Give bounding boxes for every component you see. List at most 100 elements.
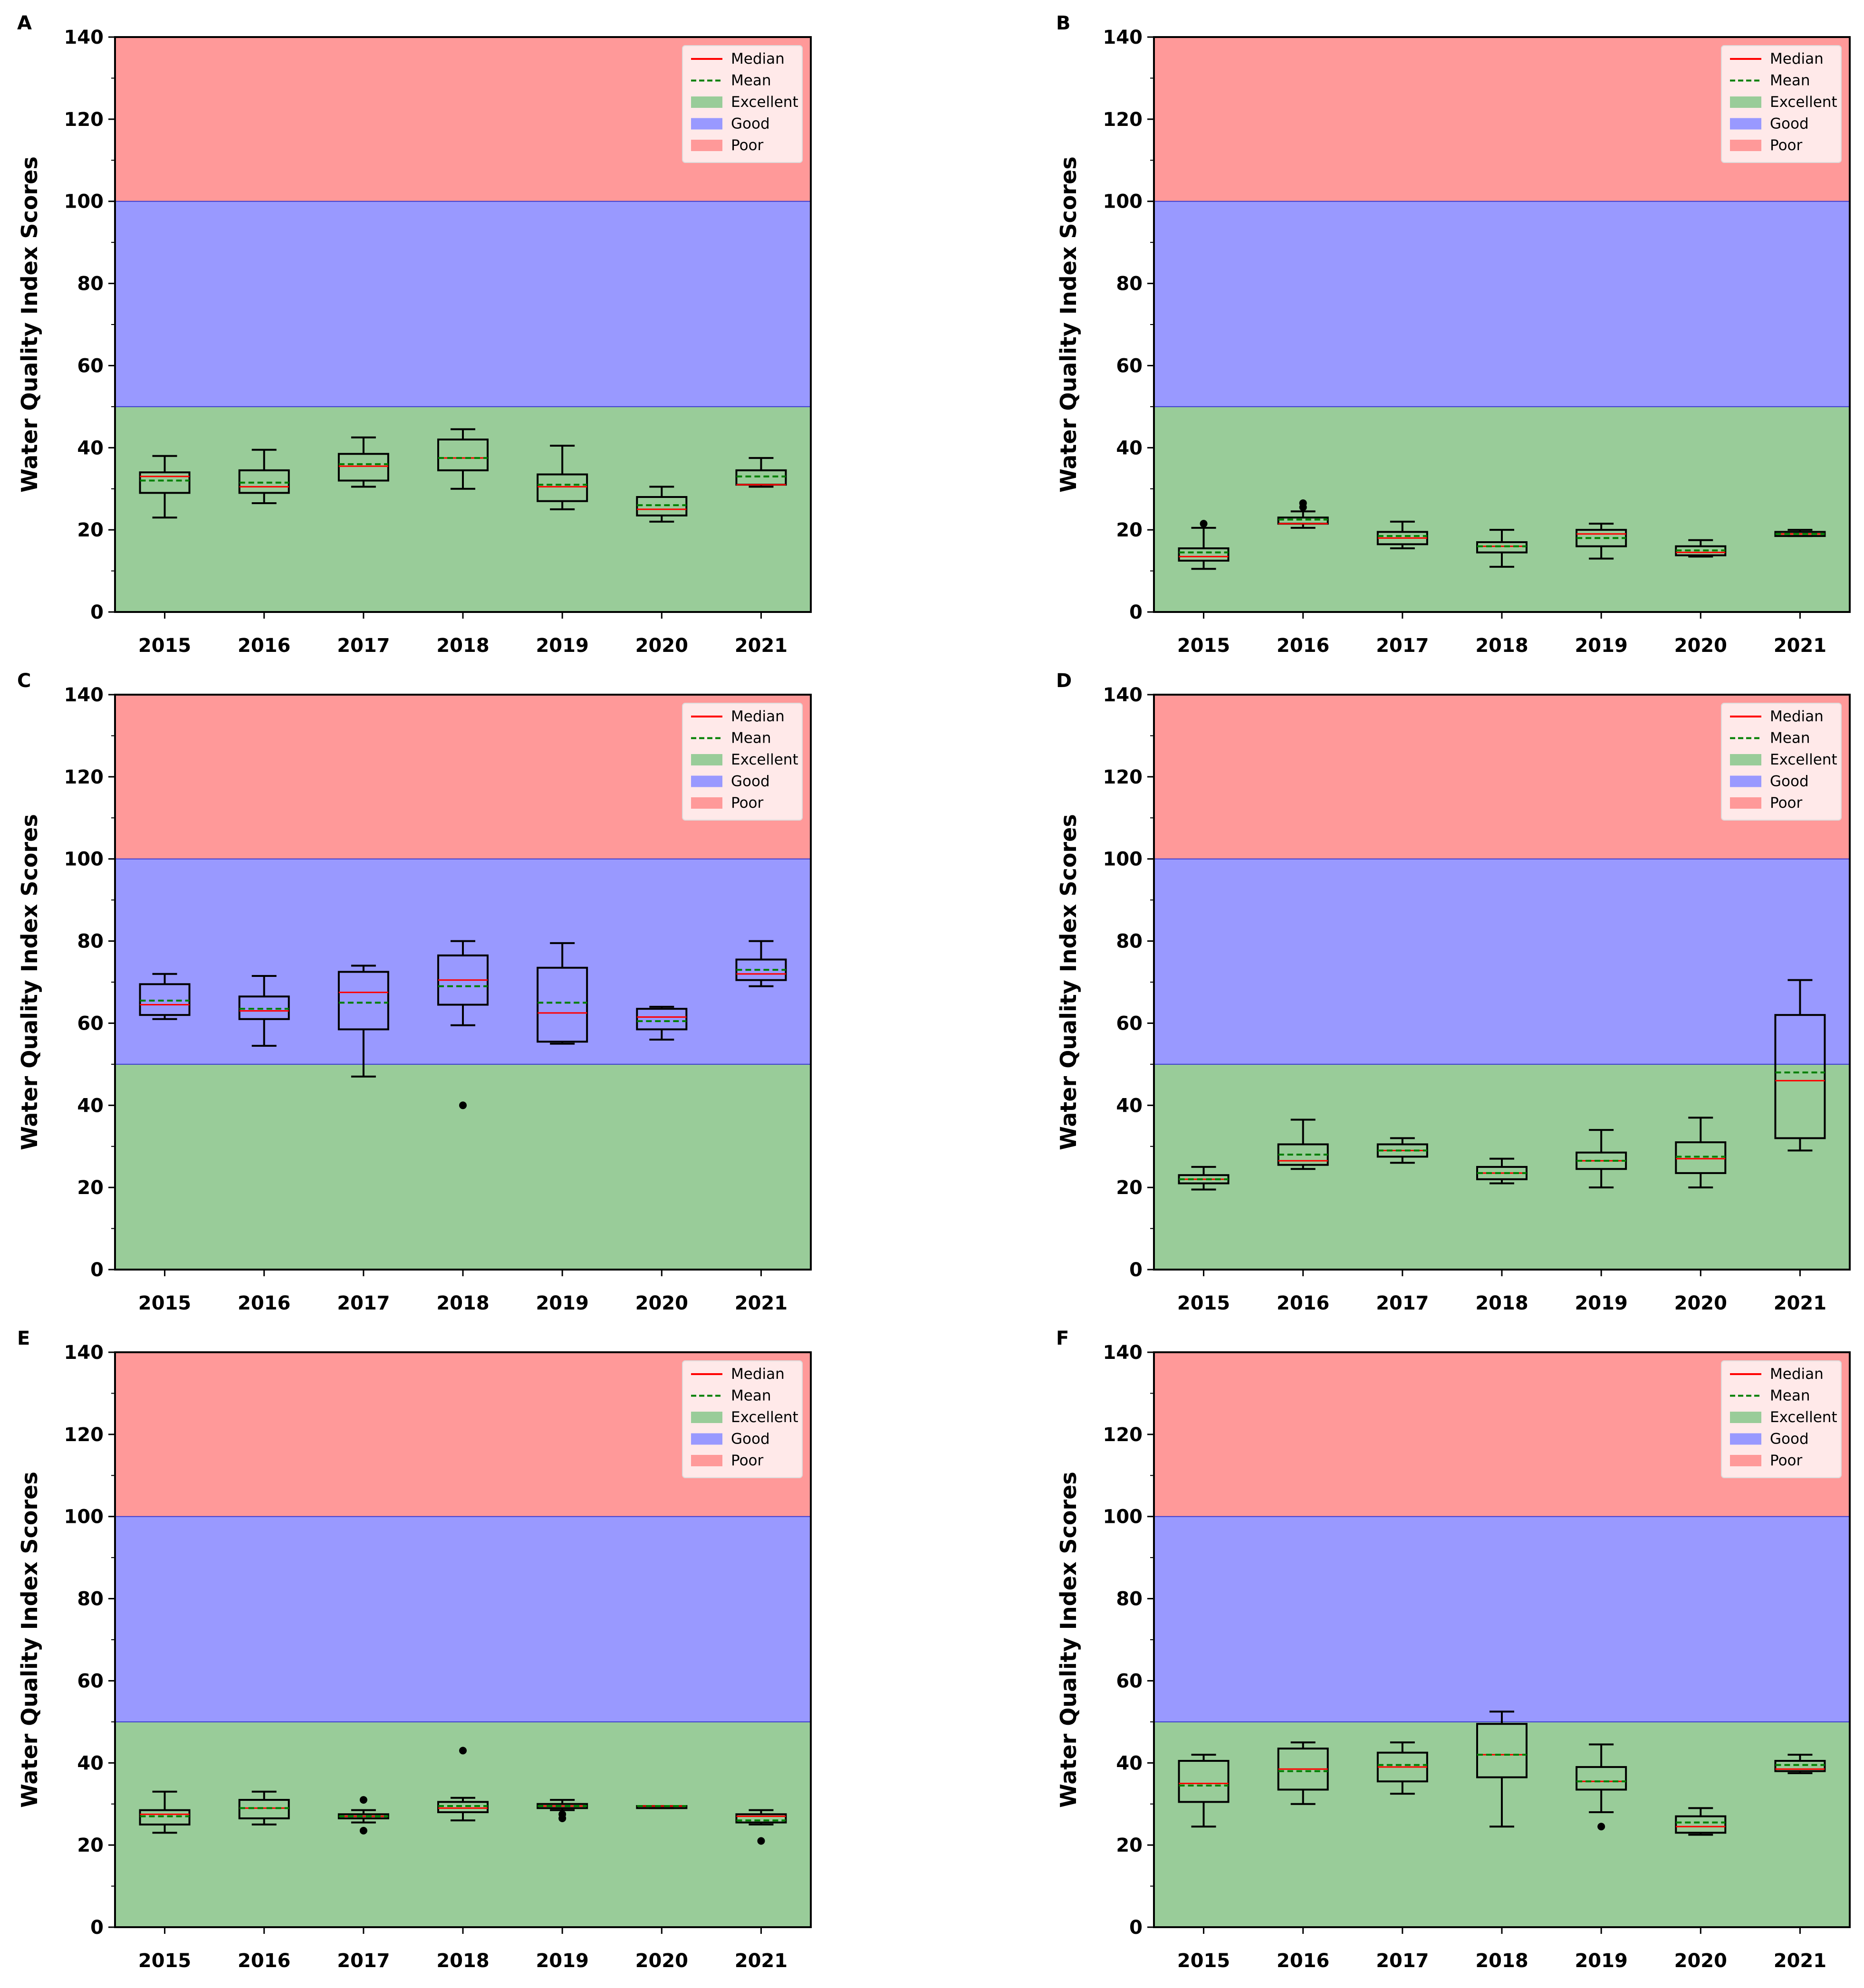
legend-label: Mean <box>1770 730 1810 747</box>
legend: Median Mean Excellent Good Poor <box>1721 45 1842 163</box>
legend-label: Median <box>1770 1366 1824 1383</box>
y-tick-label: 20 <box>77 1177 104 1199</box>
box-iqr <box>1178 547 1230 562</box>
box-2021 <box>1774 529 1826 537</box>
x-tick-label: 2016 <box>238 635 290 657</box>
box-2017 <box>337 1796 389 1835</box>
flier-point <box>359 1826 367 1835</box>
legend-label: Poor <box>731 1452 764 1469</box>
x-tick-label: 2019 <box>536 1950 588 1972</box>
y-tick-label: 100 <box>1103 849 1143 870</box>
legend-good-swatch <box>1730 1433 1761 1445</box>
y-tick-label: 20 <box>77 519 104 541</box>
box-2015 <box>1178 1166 1230 1191</box>
box-iqr <box>337 453 389 482</box>
box-2019 <box>1576 1743 1627 1831</box>
y-tick-label: 40 <box>77 1095 104 1117</box>
y-tick-label: 140 <box>1103 27 1143 48</box>
panel-a: 0 20 40 60 80 100 120 140 2015 2016 2017 2018 2019 20… <box>17 12 812 657</box>
y-tick-label: 60 <box>1116 1670 1143 1692</box>
box-iqr <box>238 1799 290 1819</box>
x-tick-label: 2015 <box>138 1950 191 1972</box>
legend-label: Excellent <box>731 94 798 111</box>
x-tick-label: 2017 <box>1376 635 1429 657</box>
box-2017 <box>1376 520 1428 550</box>
panel-d: 0 20 40 60 80 100 120 140 2015 2016 2017 2018 2019 20… <box>1056 670 1851 1314</box>
box-iqr <box>337 971 389 1031</box>
x-tick-label: 2019 <box>536 1292 588 1314</box>
legend-label: Poor <box>1770 1452 1803 1469</box>
box-2021 <box>1774 979 1826 1152</box>
panel-letter: D <box>1056 670 1072 692</box>
legend-label: Good <box>731 773 770 790</box>
legend-label: Good <box>1770 115 1809 133</box>
x-tick-label: 2017 <box>337 635 390 657</box>
band-excellent <box>115 1064 811 1270</box>
legend-label: Mean <box>731 72 771 89</box>
legend-label: Good <box>1770 773 1809 790</box>
box-iqr <box>238 995 290 1020</box>
box-2016 <box>1277 1118 1329 1170</box>
box-iqr <box>1476 541 1528 554</box>
legend-label: Median <box>731 50 785 67</box>
x-tick-label: 2020 <box>1674 1950 1727 1972</box>
legend-excellent-swatch <box>1730 96 1761 108</box>
y-tick-label: 20 <box>77 1835 104 1856</box>
box-2019 <box>537 444 588 510</box>
y-tick-label: 20 <box>1116 519 1143 541</box>
y-tick-label: 80 <box>77 1588 104 1610</box>
y-tick-label: 120 <box>64 1424 104 1446</box>
box-2016 <box>238 1790 290 1826</box>
legend-good-swatch <box>691 118 722 130</box>
y-tick-label: 0 <box>1129 1259 1143 1281</box>
box-2020 <box>636 486 688 523</box>
legend-label: Poor <box>1770 794 1803 812</box>
y-tick-label: 40 <box>77 1752 104 1774</box>
box-2020 <box>1675 1807 1727 1836</box>
box-iqr <box>1576 1766 1627 1791</box>
legend-excellent-swatch <box>1730 1412 1761 1423</box>
y-axis-label: Water Quality Index Scores <box>1056 814 1081 1150</box>
box-2016 <box>1277 1741 1329 1805</box>
box-2017 <box>1376 1741 1428 1795</box>
y-axis-label: Water Quality Index Scores <box>17 814 42 1150</box>
y-tick-label: 40 <box>1116 437 1143 459</box>
legend-label: Mean <box>731 730 771 747</box>
legend-label: Good <box>731 115 770 133</box>
legend-excellent-swatch <box>1730 754 1761 765</box>
box-iqr <box>537 966 588 1043</box>
box-2016 <box>238 975 290 1047</box>
y-tick-label: 80 <box>77 931 104 953</box>
box-2015 <box>1178 1754 1230 1828</box>
panel-e: 0 20 40 60 80 100 120 140 2015 2016 2017 2018 2019 20… <box>17 1328 812 1972</box>
band-good <box>1154 201 1850 407</box>
legend-poor-swatch <box>691 140 722 151</box>
x-tick-label: 2016 <box>238 1292 290 1314</box>
band-excellent <box>115 1721 811 1927</box>
x-tick-label: 2017 <box>1376 1292 1429 1314</box>
box-iqr <box>139 471 191 494</box>
legend-label: Mean <box>1770 1387 1810 1405</box>
y-tick-label: 140 <box>1103 1342 1143 1364</box>
y-tick-label: 20 <box>1116 1835 1143 1856</box>
box-2020 <box>636 1005 688 1041</box>
box-iqr <box>1675 1815 1727 1834</box>
y-tick-label: 80 <box>1116 1588 1143 1610</box>
x-tick-label: 2021 <box>735 1950 788 1972</box>
legend-label: Good <box>1770 1431 1809 1448</box>
legend-label: Poor <box>731 137 764 154</box>
box-iqr <box>1774 1014 1826 1139</box>
x-tick-label: 2020 <box>635 1950 688 1972</box>
legend-label: Poor <box>731 794 764 812</box>
y-tick-label: 100 <box>1103 191 1143 213</box>
y-tick-label: 80 <box>1116 931 1143 953</box>
box-2021 <box>735 1809 787 1845</box>
legend-label: Excellent <box>731 751 798 768</box>
legend-poor-swatch <box>691 797 722 809</box>
x-tick-label: 2019 <box>1575 635 1627 657</box>
x-tick-label: 2017 <box>1376 1950 1429 1972</box>
box-2018 <box>437 428 489 490</box>
x-tick-label: 2016 <box>1277 635 1329 657</box>
box-2019 <box>1576 523 1627 560</box>
y-tick-label: 120 <box>64 766 104 788</box>
